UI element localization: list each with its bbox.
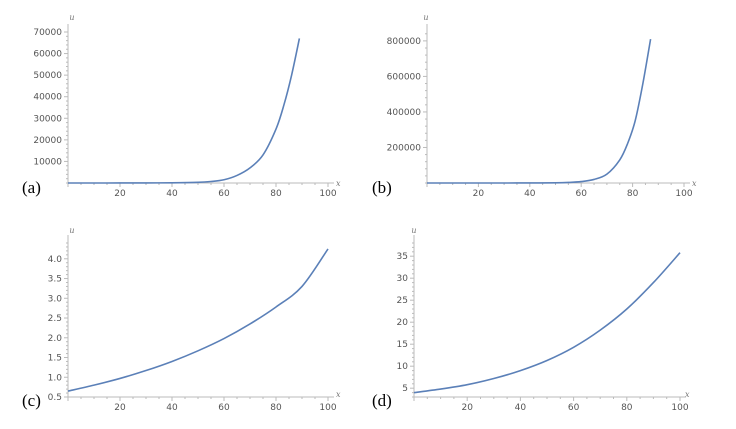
y-tick-label: 40000 [33,93,62,103]
y-tick-label: 3.5 [48,275,62,285]
y-axis-name: u [69,13,74,22]
y-tick-label: 0.5 [48,393,62,403]
y-tick-label: 4.0 [48,255,63,265]
y-tick-label: 600000 [387,72,422,82]
x-tick-label: 20 [461,403,473,413]
x-tick-label: 60 [568,403,580,413]
x-tick-label: 40 [166,189,178,199]
x-axis-name: x [336,390,341,399]
chart-panel-d: 20 40 60 80 100 5 10 15 20 25 30 35 u x (d) [372,226,690,413]
y-tick-label: 70000 [33,28,62,38]
y-tick-label: 5 [402,384,408,394]
y-tick-label: 30 [397,274,409,284]
panel-label: (a) [22,178,41,197]
x-tick-label: 60 [218,403,230,413]
chart-panel-a: 20 40 60 80 100 10000 20000 30000 40000 50000 6000… [22,13,341,199]
x-tick-label: 20 [114,189,126,199]
y-tick-label: 1.5 [48,354,62,364]
y-tick-label: 20000 [33,136,62,146]
y-tick-label: 20 [397,318,409,328]
y-axis-name: u [411,226,416,235]
y-tick-label: 35 [397,252,408,262]
x-tick-label: 80 [621,403,633,413]
y-tick-label: 3.0 [48,294,63,304]
y-axis-name: u [69,226,74,235]
x-tick-label: 60 [575,189,587,199]
panel-label: (d) [372,391,392,410]
x-tick-label: 40 [166,403,178,413]
x-tick-label: 80 [270,403,282,413]
x-axis-name: x [336,179,341,188]
panel-label: (b) [372,178,392,197]
chart-panel-b: 20 40 60 80 100 200000 400000 600000 800000 u x (b) [372,13,697,199]
y-tick-label: 30000 [33,114,62,124]
series-line [68,38,301,184]
y-tick-label: 1.0 [48,373,63,383]
series-line [413,252,681,394]
panel-label: (c) [22,391,41,410]
series-line [427,38,652,184]
y-tick-label: 800000 [387,37,422,47]
x-tick-label: 20 [114,403,126,413]
x-tick-label: 80 [627,189,639,199]
x-tick-label: 40 [515,403,527,413]
y-tick-label: 25 [397,296,408,306]
y-tick-label: 10000 [33,157,62,167]
y-tick-label: 2.5 [48,314,62,324]
x-axis-name: x [685,390,690,399]
y-tick-label: 50000 [33,71,62,81]
series-line [67,248,329,392]
x-tick-label: 40 [524,189,536,199]
y-axis-name: u [423,13,428,22]
x-tick-label: 20 [473,189,485,199]
y-tick-label: 200000 [387,143,422,153]
y-tick-label: 60000 [33,50,62,60]
y-tick-label: 10 [397,362,409,372]
x-tick-label: 60 [218,189,230,199]
y-tick-label: 2.0 [48,334,63,344]
y-tick-label: 400000 [387,108,422,118]
x-tick-label: 100 [675,189,692,199]
x-tick-label: 100 [671,403,688,413]
x-tick-label: 80 [270,189,282,199]
y-tick-label: 15 [397,340,408,350]
x-tick-label: 100 [319,189,336,199]
x-axis-name: x [692,179,697,188]
x-tick-label: 100 [319,403,336,413]
chart-panel-c: 20 40 60 80 100 0.5 1.0 1.5 2.0 2.5 3.0 3.5 4.0 u x (c) [22,226,341,413]
